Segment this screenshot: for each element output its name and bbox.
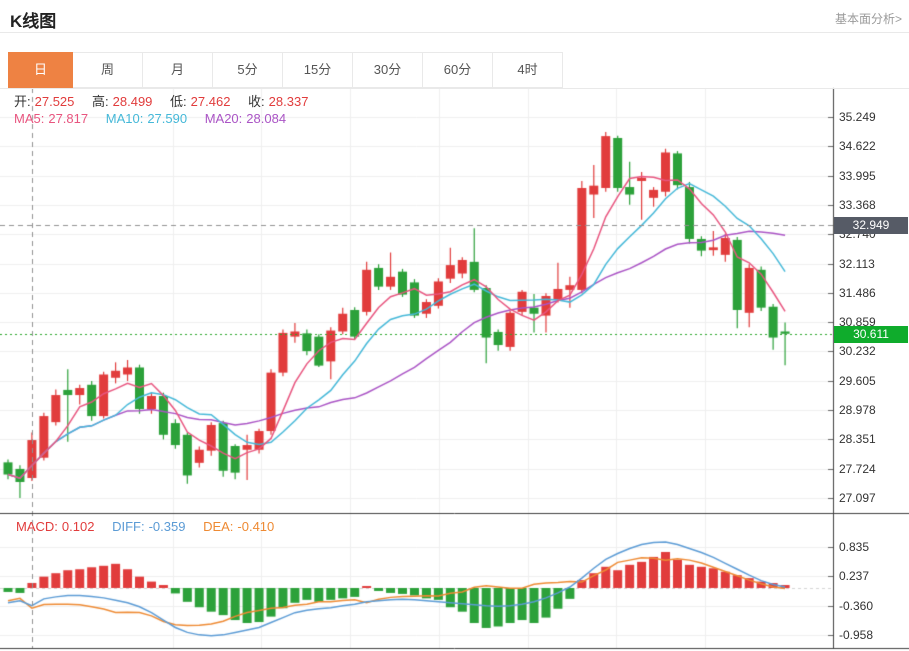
macd-tick-label: 0.237 (839, 569, 870, 584)
tab-day[interactable]: 日 (8, 52, 73, 88)
fundamental-analysis-link[interactable]: 基本面分析> (834, 12, 902, 26)
price-tick-label: 27.724 (839, 461, 876, 476)
price-tick-label: 30.859 (839, 315, 876, 330)
price-tick-label: 28.978 (839, 403, 876, 418)
dea-label: DEA: (203, 519, 234, 534)
price-tick-label: 31.486 (839, 285, 876, 300)
dea-value: -0.410 (237, 519, 275, 534)
price-tick-label: 34.622 (839, 139, 876, 154)
ma10-label: MA10: (105, 111, 144, 126)
price-tick-label: 27.097 (839, 491, 876, 506)
macd-tick-label: -0.958 (839, 628, 874, 643)
last-price-badge: 30.611 (834, 325, 908, 343)
high-label: 高: (92, 94, 109, 109)
tab-60min[interactable]: 60分 (423, 52, 493, 88)
macd-value: 0.102 (61, 519, 95, 534)
high-value: 28.499 (112, 94, 153, 109)
interval-tabs: 日周月 5分 15分 30分 60分 4时 (8, 52, 563, 88)
macd-label: MACD: (16, 519, 58, 534)
price-tick-label: 33.995 (839, 168, 876, 183)
ma10-value: 27.590 (147, 111, 188, 126)
tab-week[interactable]: 周 (73, 52, 143, 88)
tab-5min[interactable]: 5分 (213, 52, 283, 88)
macd-tick-label: 0.835 (839, 539, 870, 554)
ma20-label: MA20: (204, 111, 243, 126)
price-tick-label: 30.232 (839, 344, 876, 359)
tab-15min[interactable]: 15分 (283, 52, 353, 88)
low-label: 低: (170, 94, 187, 109)
ohlc-readout: 开: 27.525 高: 28.499 低: 27.462 收: 28.337 (14, 91, 312, 110)
crosshair-price-badge: 32.949 (834, 216, 908, 234)
price-tick-label: 35.249 (839, 110, 876, 124)
close-value: 28.337 (268, 94, 309, 109)
diff-label: DIFF: (112, 519, 145, 534)
macd-readout: MACD: 0.102 DIFF: -0.359 DEA: -0.410 (16, 519, 278, 534)
header: K线图 基本面分析> (0, 0, 909, 33)
low-value: 27.462 (190, 94, 231, 109)
price-tick-label: 29.605 (839, 373, 876, 388)
tab-month[interactable]: 月 (143, 52, 213, 88)
tab-30min[interactable]: 30分 (353, 52, 423, 88)
chart-top-border (0, 88, 909, 89)
price-tick-label: 28.351 (839, 432, 876, 447)
price-tick-label: 33.368 (839, 197, 876, 212)
close-label: 收: (248, 94, 265, 109)
ma5-value: 27.817 (48, 111, 89, 126)
macd-tick-label: -0.360 (839, 598, 874, 613)
price-tick-label: 32.113 (839, 256, 875, 271)
page-title: K线图 (10, 12, 57, 31)
ma20-value: 28.084 (246, 111, 287, 126)
ma-readout: MA5: 27.817 MA10: 27.590 MA20: 28.084 (14, 111, 290, 126)
open-label: 开: (14, 94, 31, 109)
tab-4hour[interactable]: 4时 (493, 52, 563, 88)
open-value: 27.525 (34, 94, 75, 109)
diff-value: -0.359 (148, 519, 186, 534)
ma5-label: MA5: (14, 111, 45, 126)
